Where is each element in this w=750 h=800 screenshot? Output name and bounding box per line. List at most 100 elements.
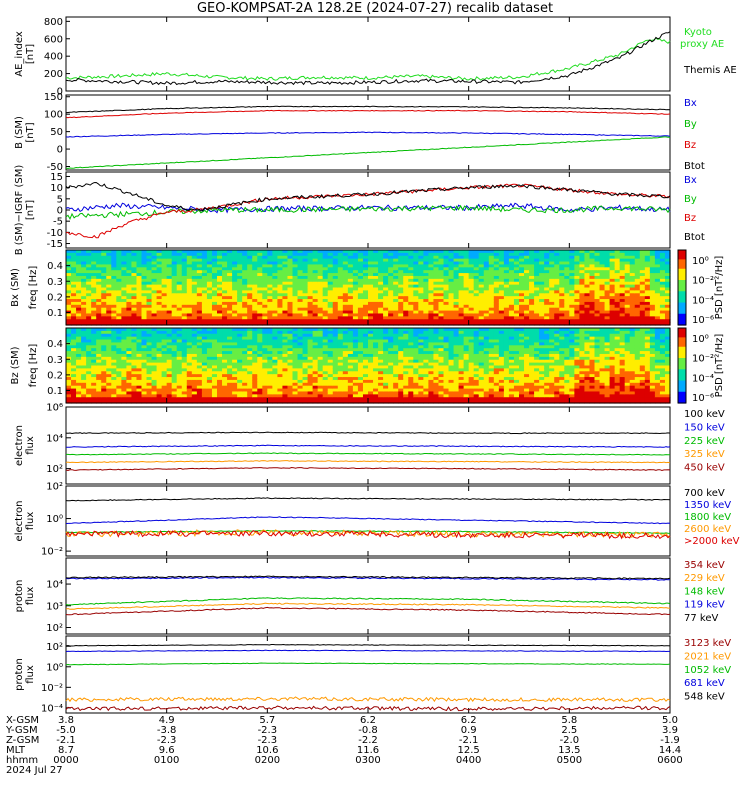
heatmap-cell bbox=[554, 313, 560, 317]
heatmap-cell bbox=[614, 258, 621, 263]
heatmap-cell bbox=[287, 345, 294, 349]
heatmap-cell bbox=[373, 322, 379, 326]
heatmap-cell bbox=[136, 252, 143, 257]
heatmap-cell bbox=[297, 345, 304, 349]
heatmap-cell bbox=[156, 397, 163, 401]
heatmap-cell bbox=[398, 261, 404, 266]
heatmap-cell bbox=[126, 333, 133, 338]
heatmap-cell bbox=[398, 313, 404, 317]
heatmap-cell bbox=[101, 397, 107, 401]
heatmap-cell bbox=[393, 345, 399, 349]
heatmap-cell bbox=[66, 261, 72, 266]
heatmap-cell bbox=[227, 385, 233, 390]
heatmap-cell bbox=[564, 275, 570, 280]
heatmap-cell bbox=[227, 382, 233, 387]
heatmap-cell bbox=[629, 275, 636, 280]
heatmap-cell bbox=[282, 339, 289, 344]
heatmap-cell bbox=[191, 382, 198, 387]
heatmap-cell bbox=[191, 313, 198, 317]
heatmap-cell bbox=[508, 301, 515, 306]
heatmap-cell bbox=[413, 290, 419, 294]
y-axis-label: B (SM) bbox=[14, 116, 25, 149]
heatmap-cell bbox=[206, 394, 213, 398]
heatmap-cell bbox=[201, 293, 208, 297]
heatmap-cell bbox=[76, 371, 82, 375]
heatmap-cell bbox=[342, 252, 349, 257]
heatmap-cell bbox=[327, 391, 334, 395]
heatmap-cell bbox=[186, 287, 193, 291]
heatmap-cell bbox=[458, 307, 465, 312]
heatmap-cell bbox=[136, 336, 143, 341]
heatmap-cell bbox=[257, 351, 263, 355]
heatmap-cell bbox=[534, 284, 540, 289]
heatmap-cell bbox=[91, 345, 97, 349]
heatmap-cell bbox=[337, 250, 344, 254]
heatmap-cell bbox=[292, 250, 299, 254]
heatmap-cell bbox=[96, 356, 102, 361]
heatmap-cell bbox=[131, 356, 138, 361]
heatmap-cell bbox=[66, 330, 72, 335]
heatmap-cell bbox=[383, 400, 389, 404]
heatmap-cell bbox=[227, 394, 233, 398]
heatmap-cell bbox=[206, 252, 213, 257]
heatmap-cell bbox=[282, 336, 289, 341]
heatmap-cell bbox=[388, 365, 394, 369]
heatmap-cell bbox=[232, 316, 238, 320]
heatmap-cell bbox=[609, 296, 616, 300]
heatmap-cell bbox=[232, 333, 238, 338]
heatmap-cell bbox=[272, 400, 278, 404]
y-tick-label: 0 bbox=[57, 206, 63, 217]
heatmap-cell bbox=[91, 287, 97, 291]
heatmap-cell bbox=[373, 287, 379, 291]
heatmap-cell bbox=[624, 293, 631, 297]
colorbar-cell bbox=[678, 306, 686, 309]
heatmap-cell bbox=[211, 250, 218, 254]
heatmap-cell bbox=[141, 339, 148, 344]
heatmap-cell bbox=[151, 307, 158, 312]
heatmap-cell bbox=[96, 307, 102, 312]
heatmap-cell bbox=[393, 255, 399, 260]
heatmap-cell bbox=[292, 379, 299, 384]
heatmap-cell bbox=[297, 385, 304, 390]
heatmap-cell bbox=[307, 319, 314, 323]
heatmap-cell bbox=[116, 313, 122, 317]
heatmap-cell bbox=[282, 371, 289, 375]
heatmap-cell bbox=[428, 267, 435, 271]
heatmap-cell bbox=[317, 319, 324, 323]
heatmap-cell bbox=[639, 252, 646, 257]
heatmap-cell bbox=[297, 400, 304, 404]
heatmap-cell bbox=[649, 275, 656, 280]
heatmap-cell bbox=[383, 339, 389, 344]
heatmap-cell bbox=[574, 258, 580, 263]
heatmap-cell bbox=[146, 348, 153, 352]
heatmap-cell bbox=[282, 333, 289, 338]
heatmap-cell bbox=[332, 267, 339, 271]
heatmap-cell bbox=[327, 371, 334, 375]
heatmap-cell bbox=[106, 287, 112, 291]
heatmap-cell bbox=[478, 296, 485, 300]
heatmap-cell bbox=[106, 307, 112, 312]
heatmap-cell bbox=[398, 252, 404, 257]
heatmap-cell bbox=[146, 301, 153, 306]
heatmap-cell bbox=[211, 377, 218, 381]
heatmap-cell bbox=[186, 255, 193, 260]
heatmap-cell bbox=[423, 299, 429, 303]
heatmap-cell bbox=[368, 362, 374, 367]
heatmap-cell bbox=[232, 336, 238, 341]
heatmap-cell bbox=[629, 301, 636, 306]
heatmap-cell bbox=[121, 382, 127, 387]
heatmap-cell bbox=[488, 307, 495, 312]
heatmap-cell bbox=[307, 293, 314, 297]
heatmap-cell bbox=[297, 397, 304, 401]
heatmap-cell bbox=[529, 270, 535, 274]
heatmap-cell bbox=[86, 307, 92, 312]
heatmap-cell bbox=[76, 397, 82, 401]
heatmap-cell bbox=[136, 281, 143, 286]
heatmap-cell bbox=[332, 388, 339, 393]
heatmap-cell bbox=[91, 348, 97, 352]
heatmap-cell bbox=[513, 258, 520, 263]
heatmap-cell bbox=[282, 388, 289, 393]
heatmap-cell bbox=[398, 270, 404, 274]
heatmap-cell bbox=[116, 397, 122, 401]
heatmap-cell bbox=[161, 307, 168, 312]
